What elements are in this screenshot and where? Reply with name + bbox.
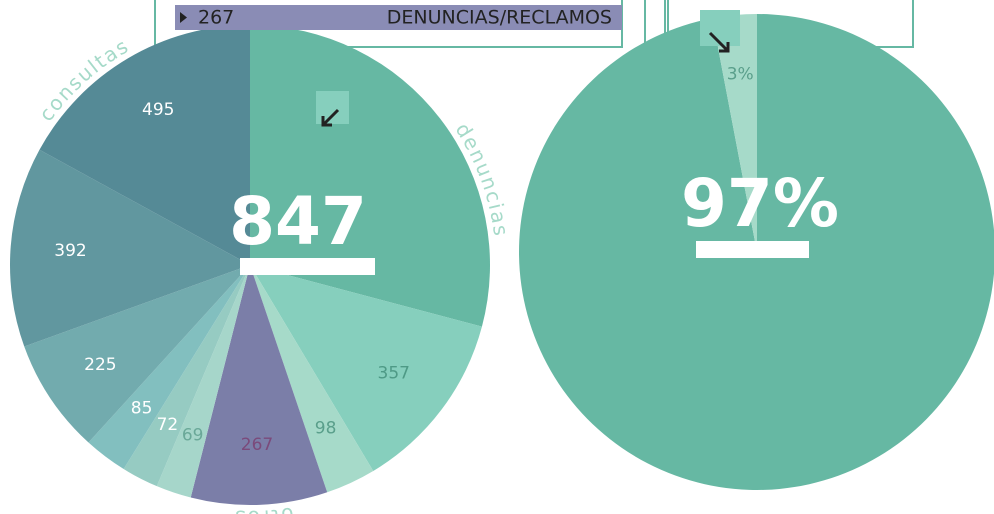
pie-slice — [250, 265, 374, 493]
center-value: 847 — [229, 183, 367, 260]
pie-slice — [88, 265, 250, 470]
slice-label: 85 — [131, 399, 153, 419]
center-underline — [696, 241, 809, 258]
pie-slice — [250, 25, 491, 327]
arc-label-text: otros — [233, 503, 294, 514]
slice-label: 267 — [241, 435, 273, 455]
slice-label: 69 — [182, 426, 204, 446]
center-underline — [240, 258, 375, 275]
pie-slice — [39, 25, 250, 265]
icon-left — [316, 91, 349, 127]
pie-slice — [250, 265, 482, 471]
icon-arrow — [321, 108, 340, 127]
pie-slice — [712, 14, 757, 252]
pie-slice — [190, 265, 328, 506]
pie-slice — [156, 265, 250, 498]
header-bar: 267 DENUNCIAS/RECLAMOS — [175, 5, 622, 30]
icon-right — [700, 10, 740, 53]
slice-label: 392 — [54, 241, 86, 261]
header-arrow — [180, 12, 187, 23]
slice-label: 72 — [157, 415, 179, 435]
header-number: 267 — [198, 7, 234, 29]
center-value: 97% — [681, 165, 839, 242]
pie-slice — [24, 265, 250, 443]
icon-bg — [316, 91, 349, 124]
header-text: DENUNCIAS/RECLAMOS — [387, 7, 612, 29]
header-bg — [175, 5, 622, 30]
center-labels: 847 97% — [229, 165, 839, 275]
slice-label: 3% — [727, 64, 754, 84]
slice-label: 357 — [378, 363, 410, 383]
icon-arrow — [708, 31, 730, 53]
slice-label: 225 — [84, 355, 116, 375]
pie-slice — [9, 149, 251, 347]
icon-bg — [700, 10, 740, 46]
slice-label: 98 — [315, 418, 337, 438]
arc-label: otros — [233, 503, 296, 514]
slice-label: 495 — [142, 100, 174, 120]
pie-slice — [123, 265, 250, 487]
